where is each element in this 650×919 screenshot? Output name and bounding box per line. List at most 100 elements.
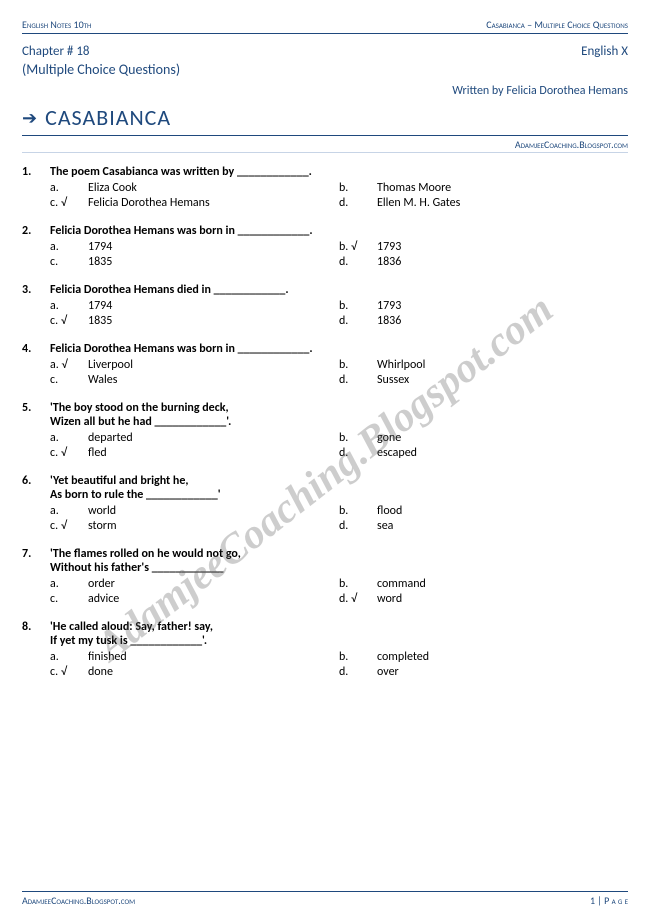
question-number: 5. [22,401,40,415]
option-text: advice [88,592,339,606]
option: d.Ellen M. H. Gates [339,196,628,210]
question-text-line2: As born to rule the ____________' [50,488,628,502]
question: 8.'He called aloud: Say, father! say,If … [22,620,628,679]
question-head: 6.'Yet beautiful and bright he, [22,474,628,488]
option: c.advice [50,592,339,606]
option-text: Sussex [377,373,628,387]
option-letter: c. √ [50,314,88,328]
option: c.1835 [50,255,339,269]
question-number: 1. [22,165,40,179]
question-text: Felicia Dorothea Hemans was born in ____… [50,342,628,356]
option-letter: a. [50,240,88,254]
option-text: 1835 [88,314,339,328]
option: c. √storm [50,519,339,533]
option-text: world [88,504,339,518]
title-bar: ➔ CASABIANCA [22,104,628,136]
option-letter: c. √ [50,665,88,679]
option-letter: c. √ [50,196,88,210]
option-text: Liverpool [88,358,339,372]
option: a.1794 [50,299,339,313]
option: b.command [339,577,628,591]
question-head: 2. Felicia Dorothea Hemans was born in __… [22,224,628,238]
question-number: 2. [22,224,40,238]
options: a.1794b. √1793 c.1835d.1836 [50,240,628,269]
question-text: The poem Casabianca was written by _____… [50,165,628,179]
option-text: storm [88,519,339,533]
option-text: 1794 [88,240,339,254]
option: b.flood [339,504,628,518]
option-text: order [88,577,339,591]
option-letter: d. [339,373,377,387]
option-text: 1794 [88,299,339,313]
question-head: 3.Felicia Dorothea Hemans died in ______… [22,283,628,297]
option-letter: a. [50,181,88,195]
option: a.world [50,504,339,518]
option: a.order [50,577,339,591]
option-text: sea [377,519,628,533]
chapter-subtitle: (Multiple Choice Questions) [22,61,628,78]
option: a.finished [50,650,339,664]
question-number: 6. [22,474,40,488]
option-letter: b. [339,504,377,518]
option-text: completed [377,650,628,664]
option: b.completed [339,650,628,664]
questions-list: 1. The poem Casabianca was written by ___… [22,165,628,679]
option: c. √Felicia Dorothea Hemans [50,196,339,210]
option-letter: b. [339,358,377,372]
option-text: departed [88,431,339,445]
arrow-icon: ➔ [22,107,37,129]
chapter-label: Chapter # 18 [22,44,90,59]
option-letter: d. [339,196,377,210]
class-label: English X [581,44,628,59]
option: b.gone [339,431,628,445]
source-link: AdamjeeCoaching.Blogspot.com [22,138,628,153]
option-letter: b. [339,431,377,445]
option-letter: c. [50,373,88,387]
question: 5. 'The boy stood on the burning deck,Wiz… [22,401,628,460]
question-text: Felicia Dorothea Hemans was born in ____… [50,224,628,238]
option-letter: b. [339,181,377,195]
option-text: 1793 [377,240,628,254]
header-right: Casabianca – Multiple Choice Questions [486,18,628,31]
question-number: 4. [22,342,40,356]
options: a.finishedb.completedc. √doned.over [50,650,628,679]
option-letter: d. [339,665,377,679]
options: a.Eliza Cookb.Thomas Moore c. √Felicia Do… [50,181,628,210]
option-letter: d. [339,255,377,269]
page-footer: AdamjeeCoaching.Blogspot.com 1 | P a g e [22,891,628,907]
question-text: 'The boy stood on the burning deck, [50,401,628,415]
option-text: gone [377,431,628,445]
option: a.Eliza Cook [50,181,339,195]
question: 2. Felicia Dorothea Hemans was born in __… [22,224,628,269]
option: c. √done [50,665,339,679]
options: a.departedb.gonec. √fledd.escaped [50,431,628,460]
question-head: 7.'The flames rolled on he would not go, [22,547,628,561]
option: a.1794 [50,240,339,254]
option-letter: d. [339,314,377,328]
option-letter: a. [50,577,88,591]
option-text: Ellen M. H. Gates [377,196,628,210]
option-letter: d. √ [339,592,377,606]
option-letter: b. √ [339,240,377,254]
option: d.1836 [339,255,628,269]
question-text-line2: Wizen all but he had ____________'. [50,415,628,429]
option-text: Thomas Moore [377,181,628,195]
option-text: done [88,665,339,679]
option: d.over [339,665,628,679]
header-left: English Notes 10th [22,18,91,31]
option-text: 1836 [377,314,628,328]
option-letter: c. √ [50,519,88,533]
options: a.1794b.1793c. √1835d.1836 [50,299,628,328]
option-text: 1835 [88,255,339,269]
option: c. √1835 [50,314,339,328]
question-number: 7. [22,547,40,561]
option-text: escaped [377,446,628,460]
option: b.1793 [339,299,628,313]
option-text: 1836 [377,255,628,269]
question: 4. Felicia Dorothea Hemans was born in __… [22,342,628,387]
option-text: Eliza Cook [88,181,339,195]
question-head: 8.'He called aloud: Say, father! say, [22,620,628,634]
option-text: Felicia Dorothea Hemans [88,196,339,210]
option-text: word [377,592,628,606]
footer-left: AdamjeeCoaching.Blogspot.com [22,894,135,907]
